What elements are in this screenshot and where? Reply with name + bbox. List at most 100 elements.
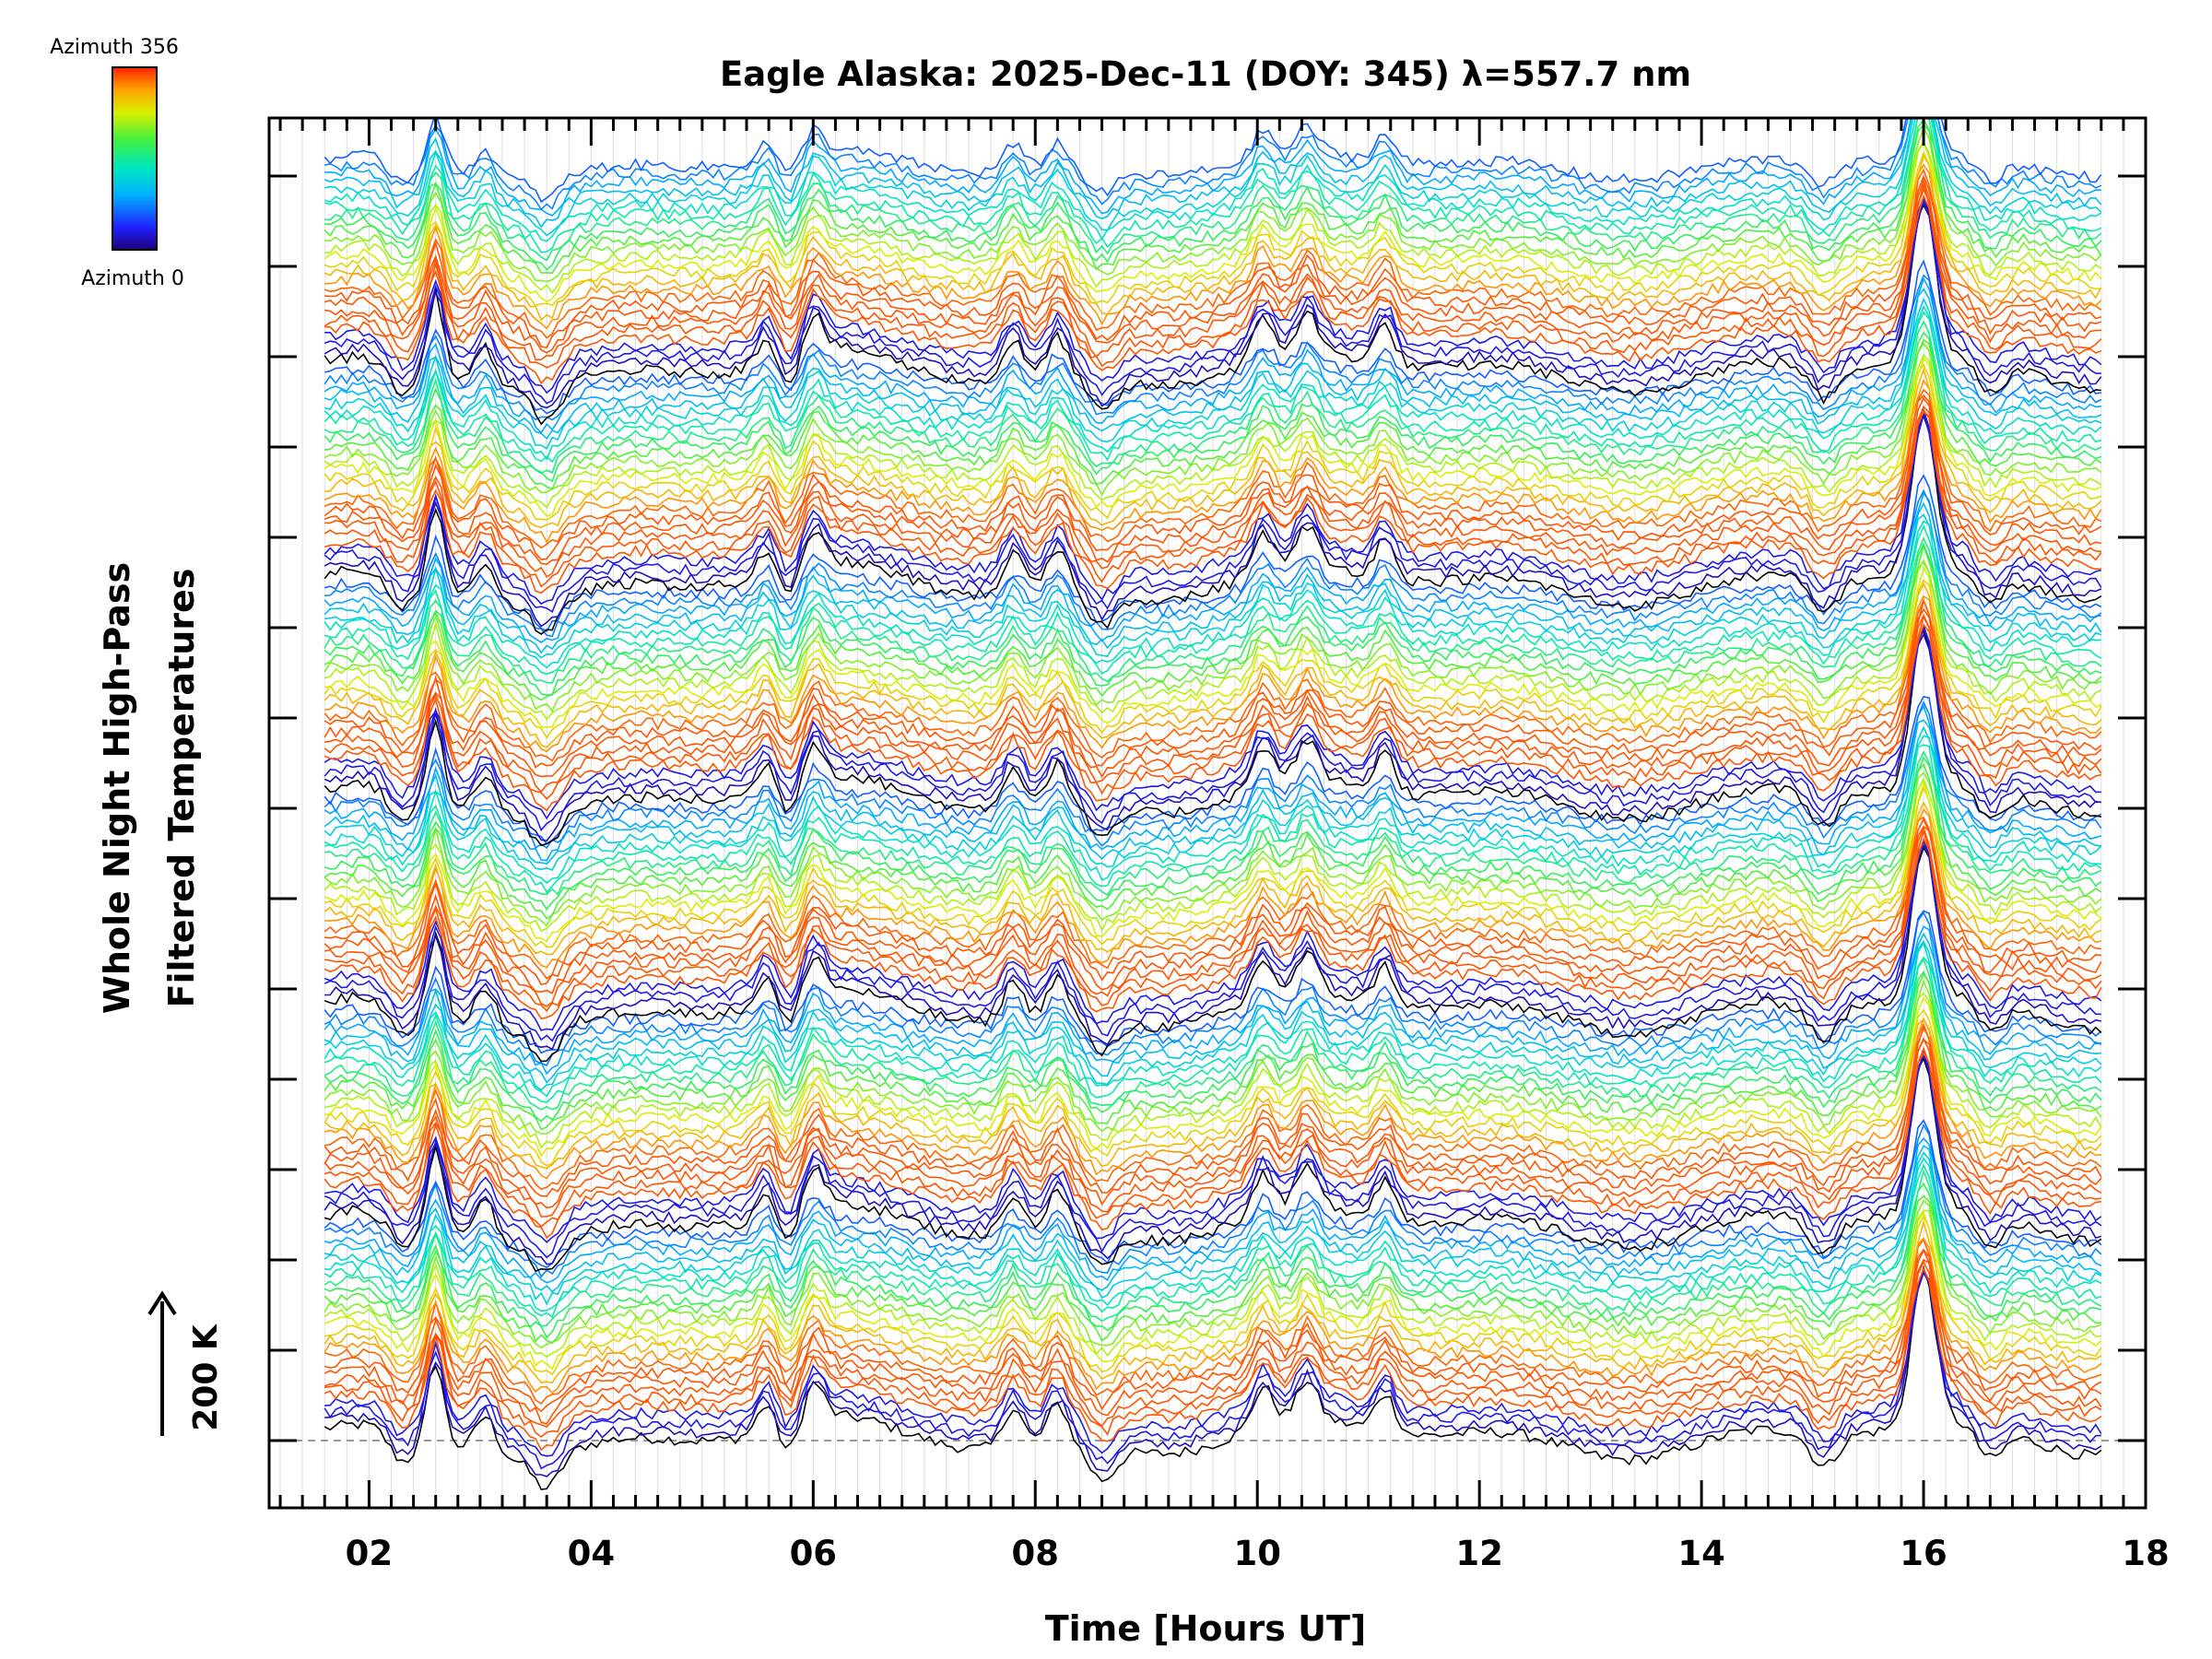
- temperature-trace: [324, 579, 2102, 740]
- temperature-trace: [324, 168, 2102, 339]
- temperature-trace: [324, 276, 2101, 434]
- temperature-trace: [324, 409, 2102, 588]
- temperature-trace: [324, 183, 2101, 361]
- temperature-trace: [324, 194, 2102, 394]
- temperature-trace: [324, 762, 2102, 920]
- temperature-trace: [324, 1258, 2102, 1429]
- temperature-trace: [324, 704, 2102, 862]
- temperature-trace: [324, 629, 2101, 847]
- temperature-trace: [324, 412, 2102, 628]
- temperature-trace: [324, 826, 2102, 1007]
- temperature-trace: [324, 163, 2102, 330]
- temperature-trace: [324, 957, 2102, 1111]
- x-tick-label: 04: [568, 1534, 616, 1573]
- temperature-trace: [324, 1237, 2102, 1406]
- x-tick-label: 08: [1012, 1534, 1060, 1573]
- temperature-trace: [324, 1026, 2102, 1197]
- temperature-trace: [324, 513, 2102, 659]
- temperature-trace: [324, 719, 2101, 865]
- temperature-trace: [324, 613, 2102, 794]
- temperature-trace: [324, 1219, 2102, 1384]
- temperature-trace: [324, 1046, 2101, 1228]
- temperature-trace: [324, 174, 2102, 348]
- temperature-trace: [324, 1151, 2102, 1306]
- temperature-trace: [324, 342, 2102, 497]
- temperature-trace: [324, 582, 2102, 748]
- temperature-trace: [324, 520, 2101, 669]
- temperature-trace: [324, 288, 2102, 441]
- temperature-trace: [324, 837, 2102, 1020]
- temperature-trace: [324, 607, 2102, 779]
- colorbar-bottom-label: Azimuth 0: [81, 267, 184, 290]
- temperature-trace: [324, 274, 2102, 421]
- temperature-trace: [324, 956, 2102, 1103]
- temperature-trace: [324, 196, 2102, 409]
- temperature-trace: [324, 971, 2102, 1131]
- temperature-trace: [324, 744, 2102, 894]
- temperature-trace: [324, 536, 2102, 684]
- temperature-trace: [324, 614, 2102, 800]
- temperature-trace: [324, 1145, 2102, 1293]
- temperature-trace: [324, 558, 2102, 721]
- temperature-trace: [324, 597, 2102, 769]
- temperature-trace: [324, 388, 2102, 549]
- temperature-trace: [324, 626, 2101, 820]
- temperature-trace: [324, 818, 2101, 986]
- temperature-trace: [324, 394, 2102, 560]
- temperature-trace: [324, 561, 2102, 713]
- temperature-trace: [324, 524, 2102, 676]
- x-tick-label: 12: [1455, 1534, 1503, 1573]
- temperature-trace: [324, 632, 2101, 842]
- temperature-trace: [324, 367, 2102, 528]
- temperature-trace: [324, 801, 2102, 956]
- temperature-trace: [324, 357, 2102, 517]
- temperature-trace: [324, 1008, 2102, 1167]
- temperature-trace: [324, 203, 2101, 426]
- temperature-trace: [324, 785, 2102, 948]
- temperature-trace: [324, 839, 2102, 1031]
- temperature-trace: [324, 1215, 2102, 1376]
- temperature-trace: [324, 779, 2102, 943]
- temperature-trace: [324, 259, 2101, 415]
- y-axis-label-line1: Whole Night High-Pass: [97, 562, 137, 1014]
- temperature-trace: [324, 837, 2101, 1042]
- temperature-trace: [324, 932, 2101, 1084]
- temperature-trace: [324, 118, 2101, 217]
- scale-arrow: [147, 1290, 177, 1436]
- x-tick-label: 18: [2122, 1534, 2170, 1573]
- temperature-trace: [324, 1052, 2101, 1240]
- temperature-trace: [324, 331, 2102, 483]
- temperature-trace: [324, 410, 2101, 594]
- temperature-trace: [324, 1248, 2102, 1425]
- temperature-trace: [324, 311, 2102, 464]
- temperature-trace: [324, 828, 2102, 1013]
- temperature-trace: [324, 1265, 2102, 1490]
- temperature-trace: [324, 807, 2101, 969]
- temperature-trace: [324, 594, 2102, 753]
- temperature-trace: [324, 1210, 2102, 1371]
- temperature-trace: [324, 488, 2102, 638]
- temperature-trace: [324, 992, 2102, 1149]
- temperature-trace: [324, 405, 2101, 579]
- temperature-traces: [324, 118, 2102, 1490]
- temperature-trace: [324, 1182, 2102, 1339]
- temperature-trace: [324, 623, 2101, 832]
- temperature-trace: [324, 150, 2101, 307]
- temperature-trace: [324, 118, 2102, 242]
- x-tick-label: 14: [1677, 1534, 1725, 1573]
- temperature-trace: [324, 939, 2102, 1091]
- temperature-trace: [324, 125, 2102, 283]
- temperature-trace: [324, 1248, 2102, 1413]
- temperature-trace: [324, 598, 2102, 762]
- temperature-trace: [324, 1157, 2102, 1312]
- temperature-trace: [324, 735, 2101, 884]
- x-axis-label: Time [Hours UT]: [1045, 1608, 1367, 1649]
- temperature-trace: [324, 1237, 2102, 1394]
- scale-label: 200 K: [187, 1324, 225, 1431]
- temperature-trace: [324, 474, 2102, 632]
- temperature-trace: [324, 200, 2101, 405]
- temperature-trace: [324, 118, 2102, 262]
- temperature-trace: [324, 1022, 2102, 1191]
- temperature-trace: [324, 297, 2102, 450]
